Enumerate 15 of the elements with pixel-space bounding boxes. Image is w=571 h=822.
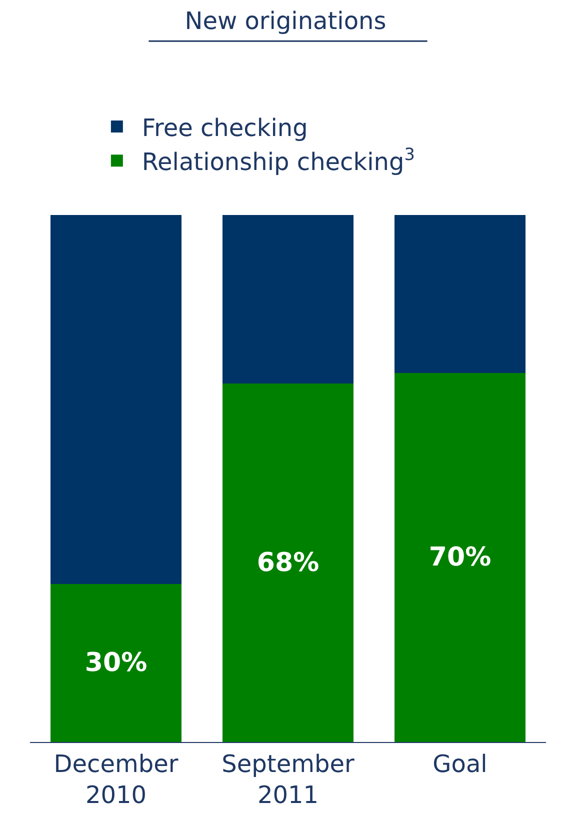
bar bbox=[222, 215, 354, 384]
bar bbox=[394, 373, 526, 742]
x-tick-label: December 2010 bbox=[54, 750, 178, 809]
legend-label: Relationship checking$^{3}$ bbox=[142, 144, 415, 176]
x-tick-label: Goal bbox=[432, 750, 488, 778]
bar bbox=[222, 384, 354, 742]
data-label: 30% bbox=[84, 648, 148, 678]
legend-label: Free checking bbox=[142, 114, 308, 142]
bar bbox=[394, 215, 526, 374]
data-label: 70% bbox=[428, 542, 492, 573]
bar bbox=[50, 584, 182, 742]
x-tick-label: September 2011 bbox=[222, 750, 354, 809]
data-label: 68% bbox=[256, 548, 320, 578]
chart-title: New originations bbox=[184, 7, 386, 36]
bar bbox=[50, 215, 182, 584]
